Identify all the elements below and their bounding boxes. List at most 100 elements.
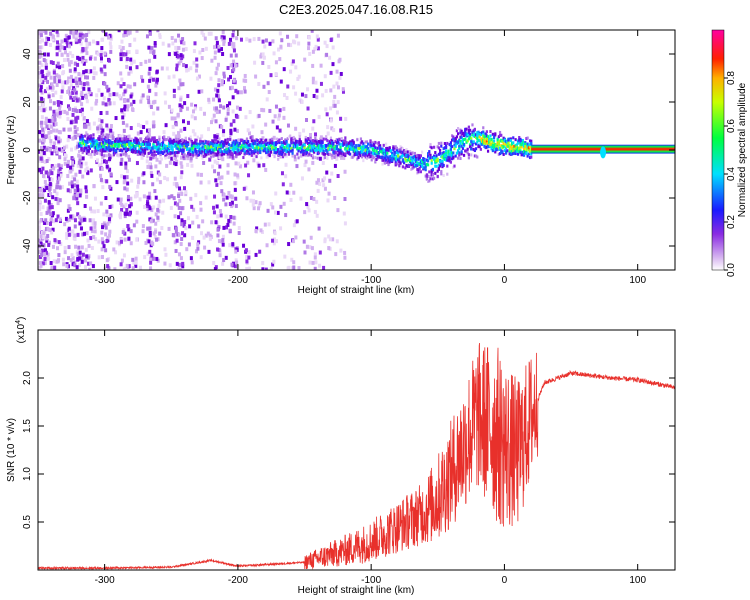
heatmap-cell xyxy=(290,147,293,151)
heatmap-cell xyxy=(395,149,399,153)
heatmap-cell xyxy=(185,106,189,111)
heatmap-cell xyxy=(78,156,82,161)
heatmap-cell xyxy=(71,160,75,165)
heatmap-cell xyxy=(329,38,333,43)
heatmap-cell xyxy=(47,37,51,42)
heatmap-cell xyxy=(399,155,402,159)
heatmap-cell xyxy=(362,142,365,146)
heatmap-cell xyxy=(291,148,294,152)
heatmap-cell xyxy=(282,67,286,72)
heatmap-cell xyxy=(254,200,258,205)
heatmap-cell xyxy=(72,34,76,39)
heatmap-cell xyxy=(419,170,423,174)
heatmap-cell xyxy=(119,262,123,267)
heatmap-cell xyxy=(192,49,196,54)
heatmap-cell xyxy=(255,138,258,142)
heatmap-cell xyxy=(223,152,226,156)
heatmap-cell xyxy=(62,127,66,132)
heatmap-cell xyxy=(222,129,226,134)
heatmap-cell xyxy=(112,153,115,157)
heatmap-cell xyxy=(119,142,123,146)
heatmap-cell xyxy=(312,197,316,202)
heatmap-cell xyxy=(497,135,500,139)
heatmap-cell xyxy=(278,57,282,62)
heatmap-cell xyxy=(311,156,315,160)
heatmap-cell xyxy=(86,255,90,260)
heatmap-cell xyxy=(58,130,62,135)
heatmap-cell xyxy=(189,256,193,261)
heatmap-cell xyxy=(247,131,251,136)
heatmap-cell xyxy=(468,132,472,136)
heatmap-cell xyxy=(69,60,73,65)
heatmap-cell xyxy=(106,126,110,131)
heatmap-cell xyxy=(148,142,151,146)
heatmap-cell xyxy=(323,144,327,148)
heatmap-cell xyxy=(436,157,439,161)
heatmap-cell xyxy=(267,90,271,95)
heatmap-cell xyxy=(173,201,177,206)
heatmap-cell xyxy=(244,151,247,155)
heatmap-cell xyxy=(260,142,263,146)
heatmap-cell xyxy=(184,136,187,140)
heatmap-cell xyxy=(333,152,336,156)
heatmap-cell xyxy=(522,144,526,148)
heatmap-cell xyxy=(368,155,371,159)
heatmap-cell xyxy=(73,188,77,193)
heatmap-cell xyxy=(44,65,48,70)
heatmap-cell xyxy=(388,146,391,150)
heatmap-cell xyxy=(166,147,169,151)
heatmap-cell xyxy=(291,239,295,244)
heatmap-cell xyxy=(220,35,224,40)
heatmap-cell xyxy=(343,157,346,161)
heatmap-cell xyxy=(38,70,42,75)
heatmap-cell xyxy=(152,120,156,125)
heatmap-cell xyxy=(272,51,276,56)
heatmap-cell xyxy=(38,247,42,252)
heatmap-cell xyxy=(231,143,234,147)
heatmap-cell xyxy=(234,258,238,263)
heatmap-cell xyxy=(76,62,80,67)
y-tick-label: 2.0 xyxy=(22,371,33,385)
heatmap-cell xyxy=(459,142,462,146)
heatmap-cell xyxy=(267,144,270,148)
heatmap-cell xyxy=(225,147,228,151)
heatmap-cell xyxy=(232,42,236,47)
heatmap-cell xyxy=(175,146,178,150)
heatmap-cell xyxy=(201,219,205,224)
heatmap-cell xyxy=(474,154,478,158)
colorbar-tick-label: 0.6 xyxy=(726,119,737,133)
heatmap-cell xyxy=(397,162,400,166)
heatmap-cell xyxy=(104,135,107,139)
heatmap-cell xyxy=(473,135,476,139)
heatmap-cell xyxy=(182,141,185,145)
heatmap-cell xyxy=(100,166,104,171)
heatmap-cell xyxy=(306,87,310,92)
heatmap-cell xyxy=(239,149,243,153)
heatmap-cell xyxy=(124,161,128,166)
heatmap-cell xyxy=(234,53,238,58)
heatmap-cell xyxy=(54,163,58,168)
heatmap-cell xyxy=(135,150,138,154)
heatmap-cell xyxy=(379,155,382,159)
heatmap-cell xyxy=(485,130,488,134)
heatmap-cell xyxy=(271,39,275,44)
heatmap-cell xyxy=(518,138,521,142)
heatmap-cell xyxy=(506,143,509,147)
heatmap-cell xyxy=(349,147,352,151)
heatmap-cell xyxy=(466,133,469,137)
heatmap-cell xyxy=(331,45,335,50)
heatmap-cell xyxy=(101,30,105,33)
heatmap-cell xyxy=(186,162,190,167)
heatmap-cell xyxy=(274,148,277,152)
heatmap-cell xyxy=(410,156,413,160)
heatmap-cell xyxy=(453,147,456,151)
heatmap-cell xyxy=(45,124,49,129)
heatmap-cell xyxy=(149,219,153,224)
heatmap-cell xyxy=(98,137,101,141)
heatmap-cell xyxy=(184,47,188,52)
heatmap-cell xyxy=(352,146,355,150)
heatmap-cell xyxy=(245,255,249,260)
heatmap-cell xyxy=(219,47,223,52)
heatmap-cell xyxy=(197,224,201,229)
heatmap-cell xyxy=(268,138,271,142)
